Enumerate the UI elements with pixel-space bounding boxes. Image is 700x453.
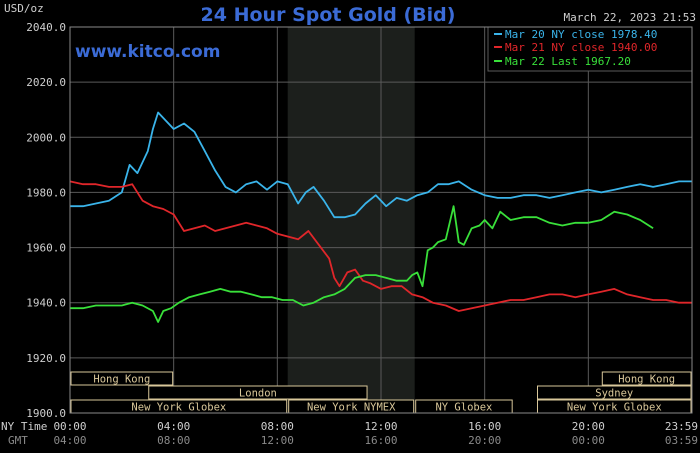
y-tick-label: 1940.0 bbox=[26, 297, 66, 310]
y-axis-unit-label: USD/oz bbox=[4, 2, 44, 15]
legend-entry-mar21: Mar 21 NY close 1940.00 bbox=[505, 41, 657, 54]
series-line-2 bbox=[70, 205, 654, 323]
session-label: NY Globex bbox=[435, 402, 492, 414]
market-session-boxes: Hong Kong London New York Globex New York N… bbox=[70, 371, 692, 414]
x-tick-label-gmt: 00:00 bbox=[572, 434, 605, 447]
plot-frame bbox=[69, 26, 693, 414]
x-tick-label-gmt: 12:00 bbox=[261, 434, 294, 447]
series-lines bbox=[69, 111, 692, 323]
x-row-label-gmt: GMT bbox=[8, 434, 28, 447]
session-label: Sydney bbox=[595, 388, 633, 400]
x-tick-label-ny: 20:00 bbox=[572, 420, 605, 433]
session-label: London bbox=[239, 388, 277, 400]
y-tick-label: 2040.0 bbox=[26, 21, 66, 34]
x-tick-label-ny: 23:59 bbox=[665, 420, 698, 433]
y-tick-label: 2020.0 bbox=[26, 76, 66, 89]
session-label: New York NYMEX bbox=[307, 402, 396, 414]
session-box bbox=[601, 371, 692, 386]
ny-session-shade bbox=[287, 27, 415, 413]
x-tick-label-gmt: 20:00 bbox=[468, 434, 501, 447]
y-tick-label: 1960.0 bbox=[26, 242, 66, 255]
y-tick-labels: 2040.0 2020.0 2000.0 1980.0 1960.0 1940.0 1920… bbox=[26, 21, 66, 420]
y-tick-label: 1900.0 bbox=[26, 407, 66, 420]
x-tick-label-ny: 12:00 bbox=[364, 420, 397, 433]
x-tick-label-gmt: 04:00 bbox=[53, 434, 86, 447]
session-label: New York Globex bbox=[567, 402, 662, 414]
chart-timestamp: March 22, 2023 21:53 bbox=[564, 11, 696, 24]
watermark: www.kitco.com bbox=[75, 42, 220, 62]
session-box bbox=[148, 385, 368, 400]
y-tick-label: 1920.0 bbox=[26, 352, 66, 365]
session-label: New York Globex bbox=[131, 402, 226, 414]
x-tick-label-ny: 00:00 bbox=[53, 420, 86, 433]
legend-entry-mar22: Mar 22 Last 1967.20 bbox=[505, 55, 631, 68]
series-line-1 bbox=[69, 180, 692, 312]
x-tick-label-ny: 16:00 bbox=[468, 420, 501, 433]
x-tick-labels: 00:0004:0004:0008:0008:0012:0012:0016:00… bbox=[53, 420, 698, 447]
y-tick-label: 1980.0 bbox=[26, 186, 66, 199]
x-tick-label-gmt: 16:00 bbox=[364, 434, 397, 447]
x-tick-label-gmt: 03:59 bbox=[665, 434, 698, 447]
session-box bbox=[537, 385, 692, 400]
legend-entry-mar20: Mar 20 NY close 1978.40 bbox=[505, 28, 657, 41]
x-tick-label-ny: 04:00 bbox=[157, 420, 190, 433]
chart-title: 24 Hour Spot Gold (Bid) bbox=[201, 4, 456, 26]
x-row-label-ny-time: NY Time bbox=[1, 420, 47, 433]
session-label: Hong Kong bbox=[93, 374, 150, 386]
session-label: Hong Kong bbox=[618, 374, 675, 386]
session-box bbox=[70, 371, 174, 386]
legend: Mar 20 NY close 1978.40 Mar 21 NY close … bbox=[487, 26, 693, 72]
series-line-0 bbox=[70, 111, 692, 219]
x-tick-label-ny: 08:00 bbox=[261, 420, 294, 433]
y-tick-label: 2000.0 bbox=[26, 131, 66, 144]
x-tick-label-gmt: 08:00 bbox=[157, 434, 190, 447]
